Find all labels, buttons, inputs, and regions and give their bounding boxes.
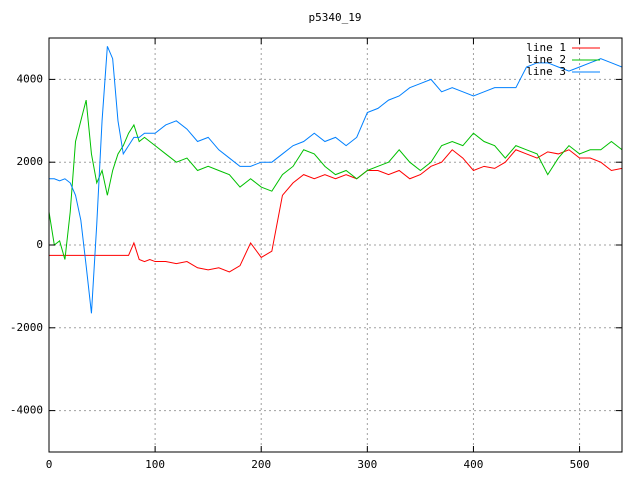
y-tick-label: -4000 xyxy=(10,404,43,417)
x-tick-label: 100 xyxy=(145,458,165,471)
chart-title: p5340_19 xyxy=(309,11,362,24)
x-tick-label: 300 xyxy=(357,458,377,471)
y-tick-label: -2000 xyxy=(10,321,43,334)
x-tick-label: 0 xyxy=(46,458,53,471)
data-line xyxy=(49,46,622,314)
data-line xyxy=(49,149,622,273)
x-tick-label: 400 xyxy=(464,458,484,471)
legend-label: line 3 xyxy=(526,65,566,78)
x-tick-label: 500 xyxy=(570,458,590,471)
data-line xyxy=(49,99,622,260)
y-tick-label: 4000 xyxy=(17,72,44,85)
x-tick-label: 200 xyxy=(251,458,271,471)
legend-label: line 1 xyxy=(526,41,566,54)
y-tick-label: 0 xyxy=(36,238,43,251)
legend-label: line 2 xyxy=(526,53,566,66)
y-tick-label: 2000 xyxy=(17,155,44,168)
